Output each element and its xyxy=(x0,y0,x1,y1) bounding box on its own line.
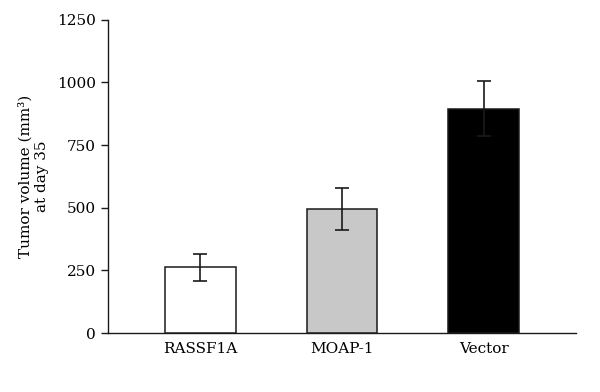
Bar xyxy=(448,109,519,333)
Y-axis label: Tumor volume (mm³)
at day 35: Tumor volume (mm³) at day 35 xyxy=(19,95,49,258)
Bar xyxy=(307,209,377,333)
Bar xyxy=(165,267,236,333)
